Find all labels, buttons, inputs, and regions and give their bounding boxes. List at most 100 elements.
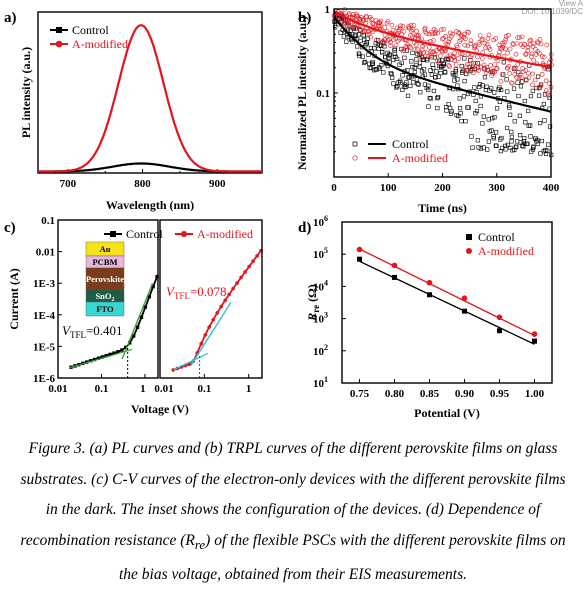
exp: 6: [324, 214, 328, 223]
panel-b-point: [517, 72, 523, 78]
panel-b-point: [509, 139, 514, 144]
panel-b-point: [438, 53, 443, 59]
panel-a: a) 700 800 900 Wavelength (nm) PL intensity (…: [4, 10, 263, 212]
panel-b-point: [463, 36, 468, 42]
panel-b-point: [377, 20, 382, 25]
panel-b-point: [360, 54, 365, 59]
panel-b: b) 0 100 200 300 400 1 0.1 Time (ns) Normalized P…: [295, 4, 560, 215]
panel-b-point: [462, 78, 467, 84]
panel-d-xtick-label: 0.75: [350, 388, 370, 400]
panel-b-point: [538, 41, 544, 47]
panel-b-point: [513, 65, 519, 71]
panel-d-legend-marker-1: [466, 248, 472, 254]
panel-b-point: [409, 28, 414, 34]
panel-b-point: [462, 56, 467, 61]
panel-b-point: [400, 48, 406, 54]
vtfl-v: V: [62, 323, 72, 338]
panel-c-label: c): [4, 220, 16, 236]
panel-b-point: [451, 55, 457, 60]
panel-c-point: [219, 304, 223, 309]
panel-b-point: [404, 48, 409, 53]
panel-b-point: [515, 80, 520, 85]
panel-b-point: [531, 41, 537, 47]
vtfl-sub: TFL: [174, 291, 190, 301]
panel-b-point: [362, 37, 367, 43]
panel-b-point: [381, 70, 386, 75]
panel-b-point: [412, 47, 418, 52]
panel-b-point: [451, 73, 456, 78]
panel-b-point: [530, 88, 535, 94]
panel-b-point: [402, 55, 407, 60]
panel-b-point: [480, 121, 485, 126]
panel-d-legend-text-0: Control: [478, 230, 515, 244]
panel-b-point: [438, 70, 443, 76]
panel-b-point: [530, 71, 536, 77]
panel-b-xtick-label: 400: [543, 182, 560, 194]
panel-c-ytick-label: 0.01: [36, 247, 55, 259]
panel-b-point: [353, 32, 358, 37]
panel-b-point: [517, 113, 522, 118]
panel-b-point: [525, 48, 531, 53]
panel-b-point: [406, 75, 411, 80]
panel-b-point: [443, 48, 449, 53]
panel-c-vtfl-label-0: VTFL=0.401: [62, 323, 123, 340]
panel-b-point: [526, 108, 531, 114]
panel-b-point: [530, 44, 536, 49]
panel-b-point: [509, 80, 514, 86]
panel-c-xtick-label-0: 1: [140, 383, 146, 395]
panel-b-point: [444, 108, 449, 113]
panel-b-xtick-label: 200: [434, 182, 451, 194]
panel-b-point: [382, 44, 387, 49]
panel-b-point: [447, 52, 453, 58]
panel-c-point: [155, 274, 159, 279]
panel-b-point: [470, 145, 475, 150]
panel-b-point: [373, 41, 378, 46]
panel-c-point: [239, 275, 243, 280]
panel-b-point: [454, 43, 459, 48]
panel-c-fit-trap-1: [190, 301, 232, 366]
panel-b-point: [531, 145, 536, 150]
panel-b-point: [498, 137, 503, 142]
panel-b-point: [369, 16, 374, 22]
panel-b-point: [370, 61, 375, 67]
panel-b-point: [426, 87, 431, 93]
panel-c-point: [124, 345, 128, 350]
ylabel-r: R: [305, 313, 319, 322]
panel-b-point: [457, 105, 463, 111]
panel-b-point: [440, 36, 445, 42]
panel-b-point: [530, 82, 535, 88]
panel-b-point: [517, 35, 522, 40]
panel-b-point: [368, 34, 373, 40]
panel-b-point: [476, 68, 481, 73]
panel-c-point: [131, 334, 136, 338]
panel-c-point: [112, 351, 116, 355]
ylabel-sub: re: [311, 305, 321, 313]
panel-b-point: [511, 86, 517, 91]
panel-c-point: [211, 317, 215, 322]
panel-c-point: [215, 311, 219, 315]
panel-c: c) 0.01 0.1 1 0.1 0.01 1E-3 1E-4 1E-5 1E-6 Control…: [4, 215, 263, 416]
panel-d-xtick-label: 0.90: [455, 388, 475, 400]
panel-b-point: [494, 106, 500, 111]
panel-a-series-1: [38, 24, 262, 173]
panel-b-point: [503, 46, 508, 52]
panel-b-ytick-label: 1: [325, 4, 331, 16]
panel-a-frame: [37, 11, 263, 174]
panel-b-point: [376, 23, 382, 28]
panel-b-point: [465, 105, 470, 110]
panel-b-point: [523, 120, 528, 125]
panel-b-point: [471, 45, 477, 51]
panel-b-point: [362, 60, 367, 65]
exp: 2: [324, 343, 328, 352]
panel-b-point: [410, 34, 415, 39]
panel-b-fit-1: [333, 10, 552, 69]
panel-b-point: [505, 89, 510, 94]
panel-c-point: [116, 350, 120, 354]
panel-b-point: [349, 25, 354, 31]
panel-b-point: [455, 83, 460, 88]
panel-c-curve-1: [173, 250, 262, 371]
panel-b-point: [456, 30, 462, 35]
panel-b-point: [377, 43, 382, 48]
panel-d-point-0: [357, 256, 362, 262]
panel-b-point: [372, 68, 377, 73]
